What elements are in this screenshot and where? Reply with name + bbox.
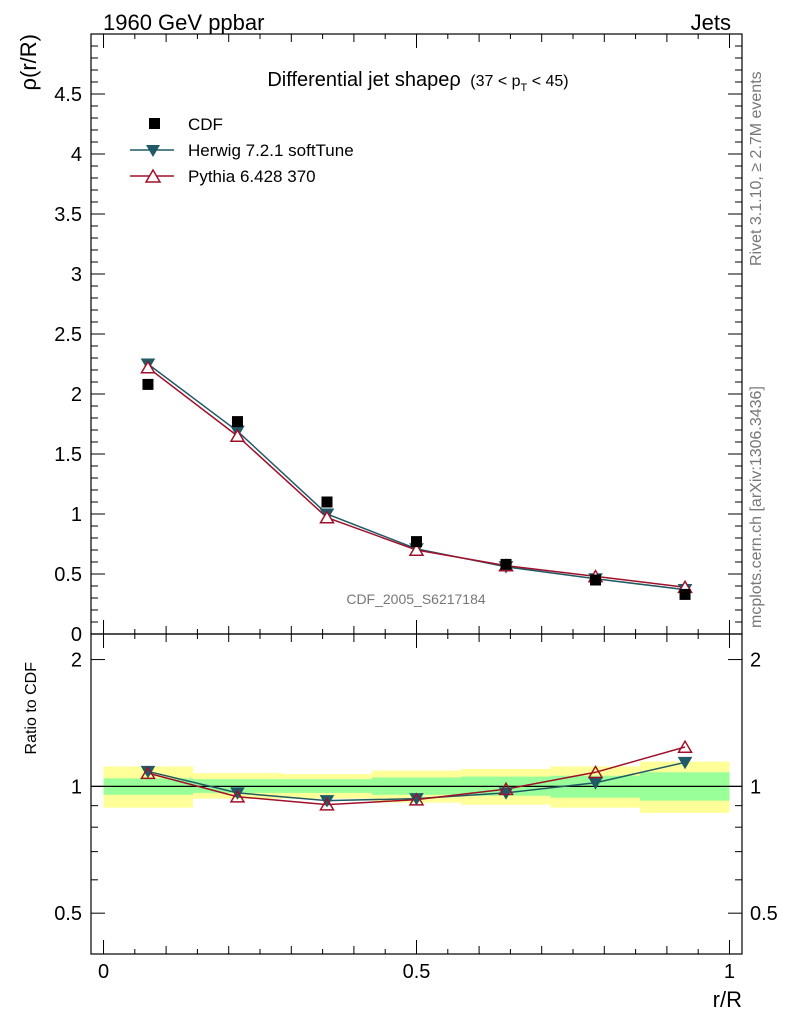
cdf-point bbox=[231, 416, 243, 428]
main-y-tick-label: 1.5 bbox=[54, 444, 82, 466]
pythia-point bbox=[229, 428, 246, 442]
herwig-ratio-point bbox=[230, 787, 245, 800]
main-y-tick-label: 3.5 bbox=[54, 204, 82, 226]
rivet-label: Rivet 3.1.10, ≥ 2.7M events bbox=[748, 71, 765, 266]
legend-marker-herwig bbox=[146, 145, 160, 157]
pythia-ratio-point bbox=[140, 765, 156, 780]
main-y-tick-label: 0.5 bbox=[54, 564, 82, 586]
legend-marker-pythia bbox=[144, 168, 162, 183]
ratio-y-tick-label-right: 0.5 bbox=[750, 903, 778, 925]
legend-label-herwig: Herwig 7.2.1 softTune bbox=[188, 141, 354, 160]
legend-marker-cdf bbox=[149, 118, 160, 129]
main-data-series bbox=[140, 358, 693, 600]
main-y-tick-label: 4.5 bbox=[54, 84, 82, 106]
plot-title-range-end: < 45) bbox=[527, 73, 568, 90]
pythia-ratio-point bbox=[677, 739, 693, 753]
ratio-y-tick-label: 1 bbox=[71, 776, 82, 798]
plot-title-range: (37 < p bbox=[470, 73, 520, 90]
legend-label-cdf: CDF bbox=[188, 115, 223, 134]
plot-title-subscript: T bbox=[521, 82, 528, 94]
main-y-tick-label: 0 bbox=[71, 624, 82, 646]
header-right: Jets bbox=[691, 10, 731, 35]
herwig-ratio-point bbox=[498, 787, 514, 800]
x-tick-label: 0.5 bbox=[403, 961, 431, 983]
ratio-y-axis-label: Ratio to CDF bbox=[23, 662, 40, 755]
main-y-tick-label: 3 bbox=[71, 264, 82, 286]
ratio-y-tick-label: 2 bbox=[71, 650, 82, 672]
main-y-tick-label: 4 bbox=[71, 144, 82, 166]
plot-title: Differential jet shapeρ (37 < pT < 45) bbox=[267, 69, 568, 94]
x-axis-label: r/R bbox=[713, 987, 742, 1012]
main-y-tick-label: 2 bbox=[71, 384, 82, 406]
cdf-point bbox=[590, 574, 602, 586]
ratio-y-tick-label-right: 2 bbox=[750, 650, 761, 672]
cdf-point bbox=[679, 588, 691, 600]
legend-label-pythia: Pythia 6.428 370 bbox=[188, 167, 316, 186]
pythia-ratio-point bbox=[587, 764, 604, 779]
pythia-ratio-point bbox=[498, 781, 514, 796]
herwig-ratio-point bbox=[319, 795, 335, 808]
main-axes: 0 0.5 1 1.5 2 2.5 3 3.5 4 4.5 bbox=[54, 33, 743, 646]
plot-title-main: Differential jet shapeρ bbox=[267, 69, 460, 91]
ratio-y-tick-label: 0.5 bbox=[54, 903, 82, 925]
cdf-point bbox=[411, 536, 422, 548]
main-y-tick-label: 2.5 bbox=[54, 324, 82, 346]
cdf-point bbox=[142, 378, 154, 390]
ratio-axes: 0 0.5 1 0.5 0.5 1 1 2 2 bbox=[54, 633, 778, 983]
watermark: CDF_2005_S6217184 bbox=[346, 591, 486, 607]
main-y-tick-label: 1 bbox=[71, 504, 82, 526]
cdf-point bbox=[500, 558, 512, 570]
pythia-ratio-point bbox=[408, 792, 425, 806]
ratio-data-series bbox=[140, 739, 693, 811]
x-tick-label: 1 bbox=[724, 961, 735, 983]
herwig-ratio-point bbox=[677, 756, 693, 770]
pythia-point bbox=[140, 360, 156, 374]
legend: CDF Herwig 7.2.1 softTune Pythia 6.428 3… bbox=[130, 115, 354, 186]
pythia-ratio-point bbox=[229, 789, 246, 803]
x-tick-label: 0 bbox=[98, 961, 109, 983]
header-left: 1960 GeV ppbar bbox=[103, 10, 264, 35]
pythia-point bbox=[408, 542, 425, 556]
pythia-ratio-point bbox=[319, 797, 335, 811]
cdf-point bbox=[321, 496, 333, 508]
ratio-y-tick-label-right: 1 bbox=[750, 776, 761, 798]
main-y-axis-label: ρ(r/R) bbox=[16, 34, 41, 91]
pythia-point bbox=[319, 510, 335, 524]
mcplots-label: mcplots.cern.ch [arXiv:1306.3436] bbox=[748, 386, 765, 628]
